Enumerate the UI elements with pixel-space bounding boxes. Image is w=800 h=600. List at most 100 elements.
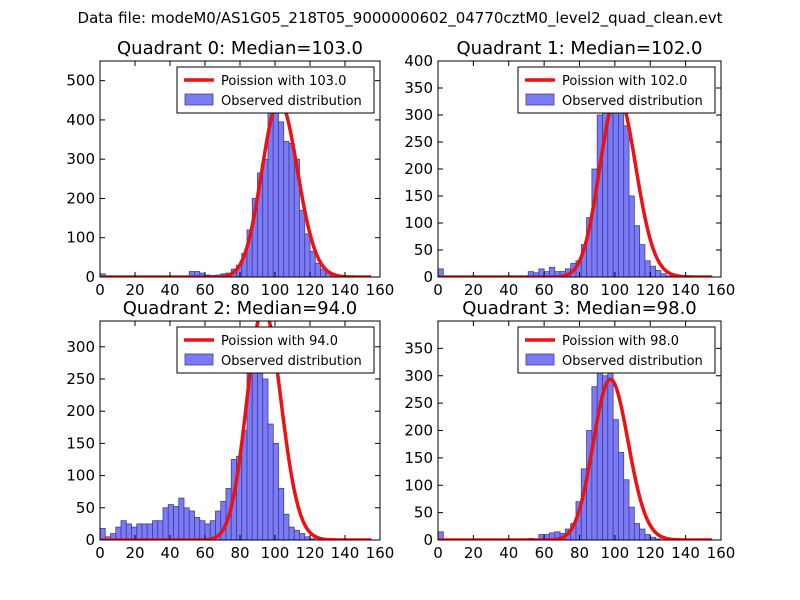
histogram-bar <box>628 506 635 540</box>
legend-hist-label: Observed distribution <box>221 354 362 369</box>
histogram-bar <box>194 517 201 540</box>
legend-curve-label: Poission with 103.0 <box>221 74 346 89</box>
x-tick-label: 20 <box>464 281 483 299</box>
legend: Poission with 102.0 Observed distribution <box>517 66 716 114</box>
legend: Poission with 98.0 Observed distribution <box>517 326 716 374</box>
panel-quadrant-2: 0 20 40 60 80 100 120 140 160 0 50 100 150 200 250 300 Q… <box>66 298 394 562</box>
histogram-bar <box>178 497 185 540</box>
x-tick-label: 140 <box>331 544 360 562</box>
histogram-bar <box>262 378 269 540</box>
x-tick-label: 80 <box>230 544 249 562</box>
panel-quadrant-3: 0 20 40 60 80 100 120 140 160 0 50 100 150 200 250 300 3… <box>404 298 735 562</box>
x-tick-label: 160 <box>707 544 736 562</box>
poisson-curve-group <box>438 92 713 277</box>
histogram-bar <box>100 528 106 540</box>
histogram-bar <box>644 260 651 277</box>
histogram-bar <box>125 523 132 540</box>
panel-title: Quadrant 3: Median=98.0 <box>462 298 697 319</box>
x-tick-label: 160 <box>366 281 395 299</box>
histogram-bar <box>157 520 164 540</box>
panel-title: Quadrant 0: Median=103.0 <box>117 38 363 59</box>
y-tick-label: 200 <box>66 402 95 420</box>
y-tick-label: 300 <box>66 150 95 168</box>
histogram-bar <box>304 233 311 277</box>
histogram-bar <box>314 262 321 277</box>
legend-hist-swatch <box>525 93 555 106</box>
histogram-bar <box>639 528 646 540</box>
x-tick-label: 20 <box>125 544 144 562</box>
histogram-bar <box>596 347 603 540</box>
histogram-bar <box>633 523 641 540</box>
y-tick-label: 150 <box>404 449 433 467</box>
legend-hist-label: Observed distribution <box>562 94 703 109</box>
histogram-bar <box>665 275 672 277</box>
x-tick-label: 100 <box>261 281 290 299</box>
histogram-bar <box>120 520 127 540</box>
y-tick-label: 250 <box>404 133 433 151</box>
y-tick-label: 350 <box>404 79 433 97</box>
histogram-bar <box>173 506 180 540</box>
x-tick-label: 40 <box>160 281 179 299</box>
legend-curve-label: Poission with 102.0 <box>562 74 687 89</box>
histogram-bar <box>623 125 630 277</box>
panel-title: Quadrant 1: Median=102.0 <box>457 38 703 59</box>
legend-hist-swatch <box>184 353 214 366</box>
histogram-bar <box>618 451 625 540</box>
histogram-bar <box>591 386 598 540</box>
x-tick-label: 160 <box>366 544 395 562</box>
y-tick-label: 300 <box>66 338 95 356</box>
y-tick-label: 100 <box>66 229 95 247</box>
histogram-bar <box>115 526 122 540</box>
x-tick-label: 60 <box>195 544 214 562</box>
histogram-bar <box>623 479 630 540</box>
y-tick-label: 250 <box>404 394 433 412</box>
x-tick-label: 40 <box>160 544 179 562</box>
histogram-bar <box>644 534 651 540</box>
histogram-bar <box>283 513 290 540</box>
histogram-bar <box>660 273 667 277</box>
histogram-bar <box>633 225 641 277</box>
x-tick-label: 20 <box>464 544 483 562</box>
histogram-bar <box>293 529 300 540</box>
y-tick-label: 100 <box>66 467 95 485</box>
histogram-bar <box>612 419 619 540</box>
panel-quadrant-0: 0 20 40 60 80 100 120 140 160 0 100 200 300 400 500 Qua… <box>66 38 394 299</box>
histogram-bar <box>649 265 656 277</box>
histogram-bar <box>152 520 159 540</box>
legend-hist-swatch <box>525 353 555 366</box>
y-tick-label: 200 <box>66 189 95 207</box>
legend-hist-swatch <box>184 93 214 106</box>
x-tick-label: 0 <box>433 544 443 562</box>
histogram-bar <box>655 270 662 277</box>
x-tick-label: 20 <box>125 281 144 299</box>
y-tick-label: 100 <box>404 476 433 494</box>
histogram-bar <box>278 121 285 277</box>
y-tick-label: 50 <box>414 504 433 522</box>
x-tick-label: 140 <box>671 281 700 299</box>
legend: Poission with 94.0 Observed distribution <box>176 326 375 374</box>
histogram-bar <box>655 538 662 540</box>
histogram-bar <box>162 507 169 540</box>
histogram-bar <box>288 526 295 540</box>
histogram-bar <box>596 114 603 277</box>
histogram-bar <box>607 347 614 540</box>
poisson-curve-group <box>100 99 372 277</box>
y-tick-label: 0 <box>423 531 433 549</box>
histogram-bar <box>628 195 635 277</box>
histogram-bar <box>639 244 646 277</box>
poisson-curve-group <box>100 321 372 540</box>
histogram-bar <box>278 488 285 540</box>
poisson-curve <box>438 377 713 540</box>
x-tick-label: 0 <box>433 281 443 299</box>
panel-quadrant-1: 0 20 40 60 80 100 120 140 160 0 50 100 150 200 250 300 3… <box>404 38 735 299</box>
histogram-bar <box>262 158 269 277</box>
y-tick-label: 150 <box>66 434 95 452</box>
y-tick-label: 300 <box>404 106 433 124</box>
y-tick-label: 500 <box>66 72 95 90</box>
histogram-bar <box>309 251 316 277</box>
x-tick-label: 80 <box>570 281 589 299</box>
histogram-bar <box>283 141 290 277</box>
x-tick-label: 120 <box>636 281 665 299</box>
x-tick-label: 120 <box>296 544 325 562</box>
